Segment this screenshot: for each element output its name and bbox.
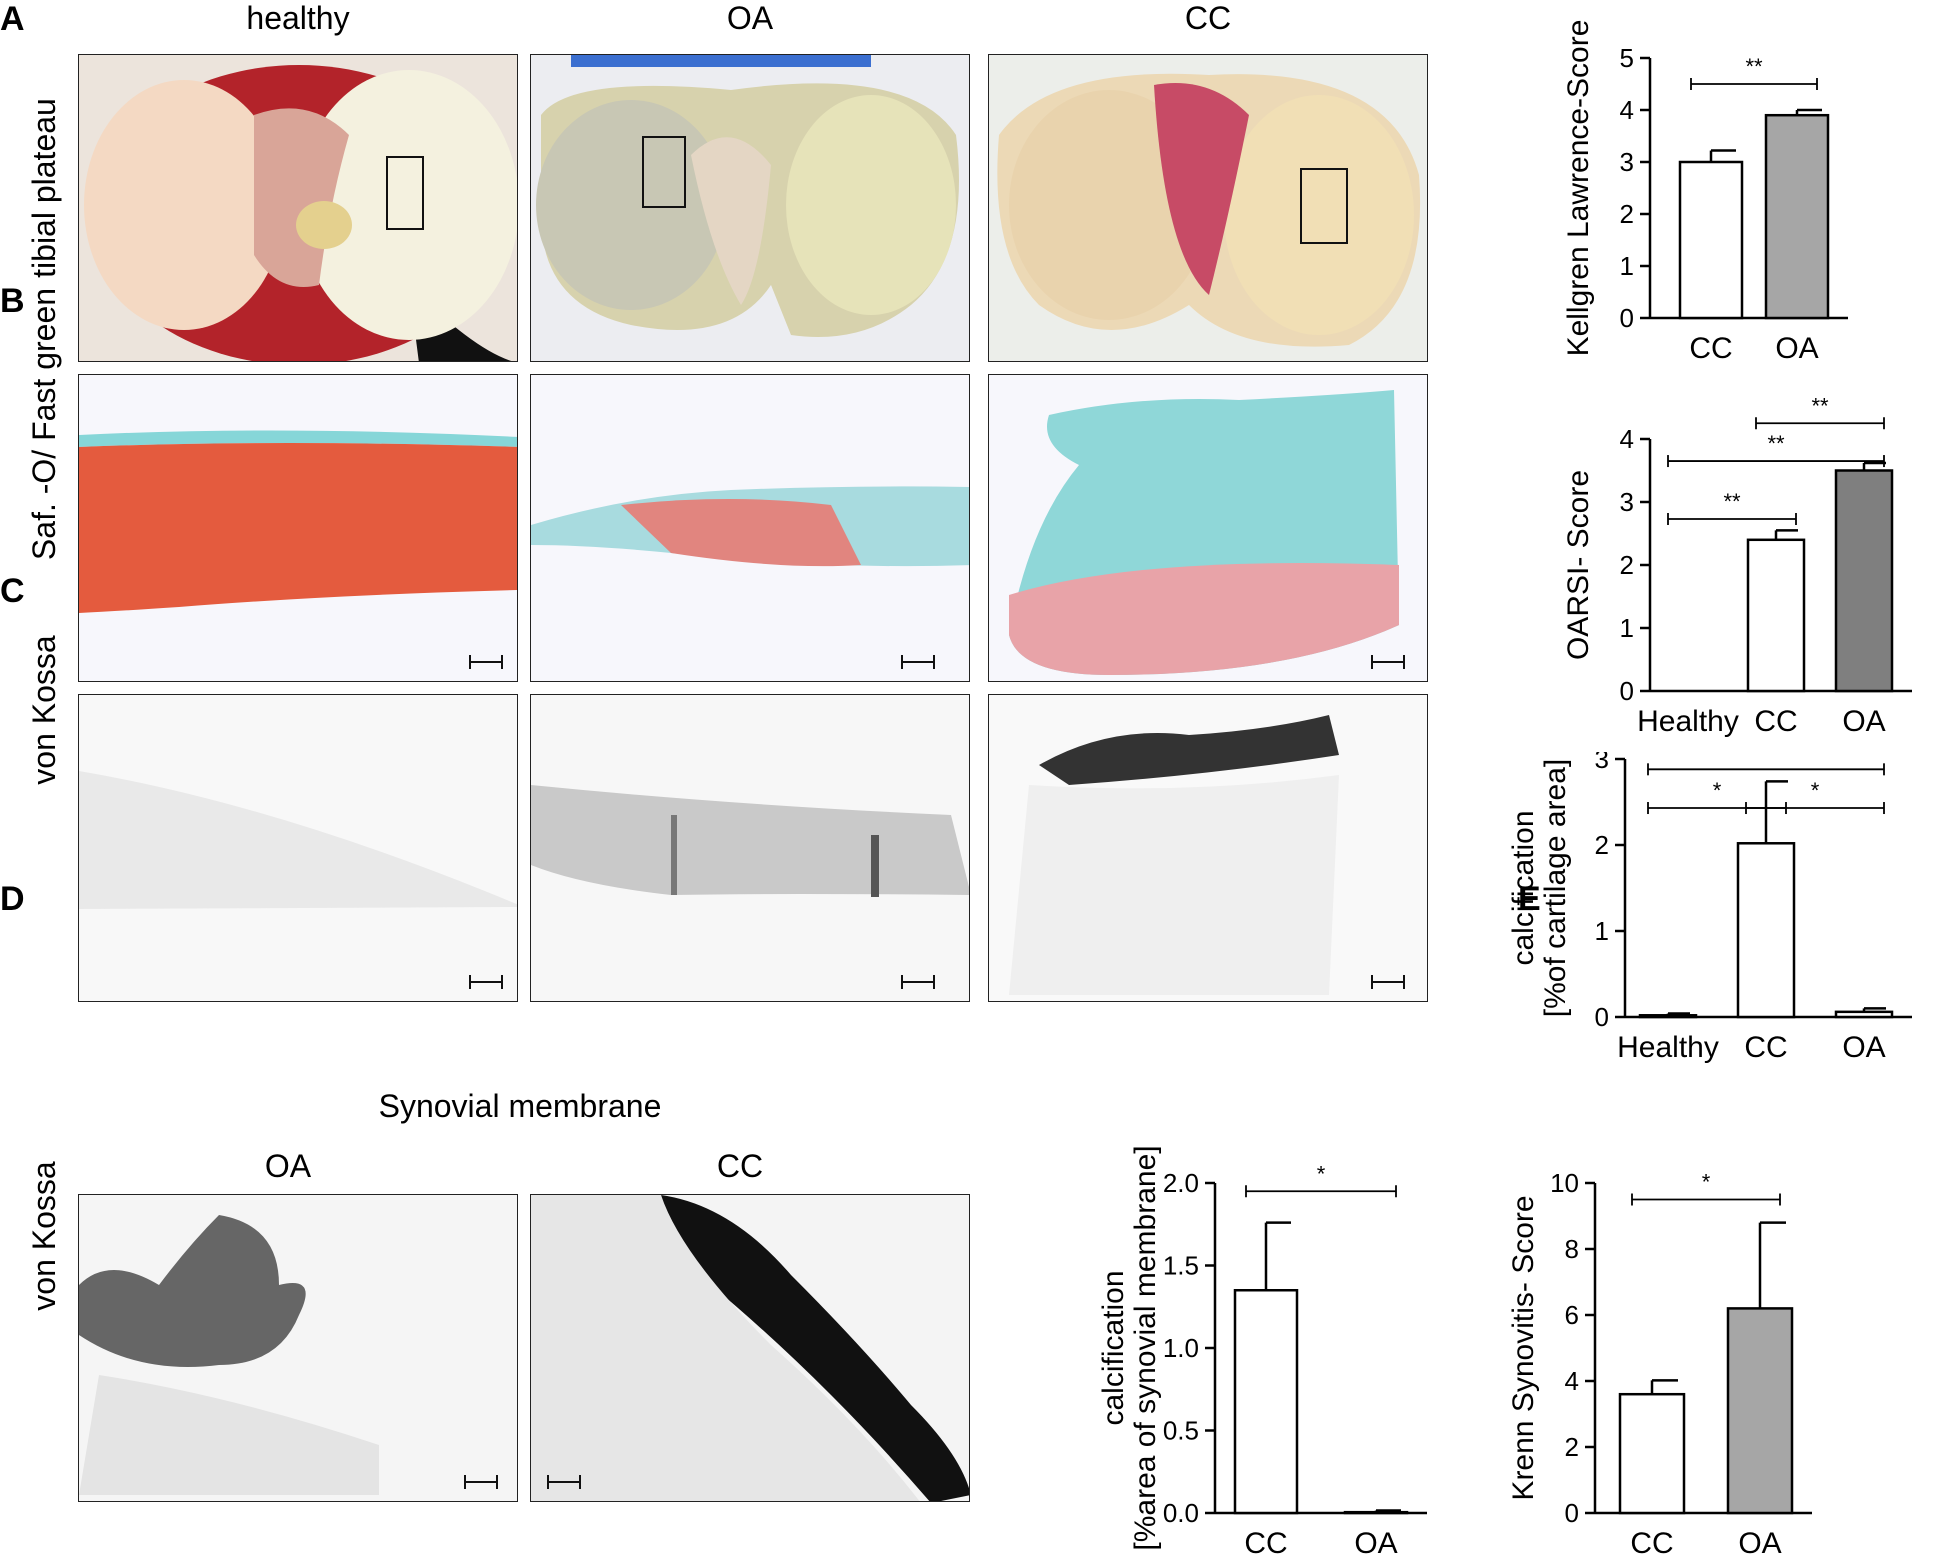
- stain-safranin-cc: [988, 374, 1428, 682]
- category-label: CC: [1744, 1031, 1787, 1064]
- y-tick-label: 2.0: [1163, 1168, 1199, 1198]
- significance-label: **: [1811, 393, 1829, 418]
- bar: [1834, 469, 1894, 693]
- synovial-vonkossa-oa: [78, 1194, 518, 1502]
- bar: [1678, 160, 1744, 320]
- category-label: OA: [1775, 332, 1818, 365]
- significance-label: *: [1811, 778, 1820, 803]
- chart-oarsi: 0 1 2 3 4 OARSI- Score Healthy CC OA ** ** **: [1562, 393, 1912, 738]
- photo-tibial-cc: [988, 54, 1428, 362]
- stain-vonkossa-healthy: [78, 694, 518, 1002]
- y-tick-label: 3: [1620, 147, 1634, 177]
- panel-letter-c: C: [0, 572, 25, 610]
- y-tick-label: 0: [1620, 676, 1634, 706]
- y-tick-label: 1.5: [1163, 1251, 1199, 1281]
- y-tick-label: 6: [1565, 1300, 1579, 1330]
- bar: [1618, 1392, 1686, 1515]
- row-label-safranin: Saf. -O/ Fast green: [26, 287, 62, 561]
- y-tick-label: 0.0: [1163, 1498, 1199, 1528]
- bar: [1736, 842, 1796, 1019]
- y-tick-label: 3: [1620, 487, 1634, 517]
- y-tick-label: 4: [1620, 424, 1634, 454]
- category-label: OA: [1842, 705, 1885, 738]
- y-tick-label: 4: [1620, 95, 1634, 125]
- y-tick-label: 1: [1595, 916, 1609, 946]
- y-tick-label: 4: [1565, 1366, 1579, 1396]
- y-axis-label: calcification: [1507, 810, 1540, 965]
- panel-letter-e: E: [1518, 880, 1541, 918]
- significance-label: *: [1762, 752, 1771, 764]
- panel-letter-b: B: [0, 282, 25, 320]
- chart-kellgren: 0 1 2 3 4 5 Kellgren Lawrence-Score CC OA **: [1562, 20, 1848, 365]
- bar: [1834, 1010, 1894, 1019]
- category-label: CC: [1689, 332, 1732, 365]
- category-label: CC: [1630, 1527, 1673, 1560]
- y-axis-label-2: [%area of synovial membrane]: [1129, 1145, 1162, 1550]
- y-axis-label: calcification: [1097, 1270, 1130, 1425]
- stain-vonkossa-oa: [530, 694, 970, 1002]
- y-tick-label: 0: [1620, 303, 1634, 333]
- y-tick-label: 5: [1620, 43, 1634, 73]
- y-tick-label: 10: [1550, 1168, 1579, 1198]
- stain-safranin-healthy: [78, 374, 518, 682]
- y-tick-label: 2: [1620, 550, 1634, 580]
- bar: [1343, 1510, 1409, 1515]
- bar: [1746, 538, 1806, 693]
- y-tick-label: 0.5: [1163, 1416, 1199, 1446]
- chart-calcification-cartilage: 0 1 2 3 calcification [%of cartilage area] Hea…: [1507, 752, 1912, 1064]
- significance-label: **: [1767, 431, 1785, 456]
- y-tick-label: 2: [1595, 830, 1609, 860]
- bar: [1726, 1307, 1794, 1515]
- chart-krenn: 0 2 4 6 8 10 Krenn Synovitis- Score CC OA *: [1507, 1168, 1812, 1560]
- y-tick-label: 3: [1595, 752, 1609, 774]
- synovial-vonkossa-cc: [530, 1194, 970, 1502]
- chart-calcification-synovial: 0.0 0.5 1.0 1.5 2.0 calcification [%area of sy…: [1097, 1145, 1427, 1560]
- panel-letter-a: A: [0, 0, 25, 38]
- synovial-column-title-oa: OA: [264, 1148, 312, 1184]
- column-title-healthy: healthy: [246, 0, 350, 36]
- y-tick-label: 2: [1565, 1432, 1579, 1462]
- column-title-cc: CC: [1184, 0, 1232, 36]
- y-axis-label-2: [%of cartilage area]: [1539, 759, 1572, 1017]
- y-tick-label: 1.0: [1163, 1333, 1199, 1363]
- bar: [1233, 1289, 1299, 1515]
- significance-label: **: [1723, 489, 1741, 514]
- category-label: CC: [1244, 1527, 1287, 1560]
- photo-tibial-healthy: [78, 54, 518, 362]
- y-tick-label: 8: [1565, 1234, 1579, 1264]
- category-label: OA: [1842, 1031, 1885, 1064]
- category-label: Healthy: [1637, 705, 1739, 738]
- y-axis-label: Kellgren Lawrence-Score: [1562, 20, 1595, 357]
- y-axis-label: OARSI- Score: [1562, 470, 1595, 660]
- photo-tibial-oa: [530, 54, 970, 362]
- significance-label: *: [1713, 778, 1722, 803]
- stain-vonkossa-cc: [988, 694, 1428, 1002]
- synovial-membrane-title: Synovial membrane: [378, 1088, 662, 1124]
- bar: [1638, 1014, 1698, 1019]
- category-label: Healthy: [1617, 1031, 1719, 1064]
- column-title-oa: OA: [726, 0, 774, 36]
- y-tick-label: 1: [1620, 613, 1634, 643]
- significance-label: *: [1317, 1161, 1326, 1186]
- category-label: OA: [1738, 1527, 1781, 1560]
- panel-letter-d: D: [0, 880, 25, 918]
- y-tick-label: 0: [1565, 1498, 1579, 1528]
- category-label: OA: [1354, 1527, 1397, 1560]
- y-tick-label: 1: [1620, 251, 1634, 281]
- bar: [1764, 113, 1830, 320]
- y-axis-label: Krenn Synovitis- Score: [1507, 1195, 1540, 1500]
- category-label: CC: [1754, 705, 1797, 738]
- y-tick-label: 0: [1595, 1002, 1609, 1032]
- y-tick-label: 2: [1620, 199, 1634, 229]
- row-label-von-kossa: von Kossa: [26, 635, 62, 785]
- stain-safranin-oa: [530, 374, 970, 682]
- row-label-von-kossa-synovial: von Kossa: [26, 1161, 62, 1311]
- synovial-column-title-cc: CC: [716, 1148, 764, 1184]
- significance-label: **: [1745, 54, 1763, 79]
- significance-label: *: [1702, 1170, 1711, 1195]
